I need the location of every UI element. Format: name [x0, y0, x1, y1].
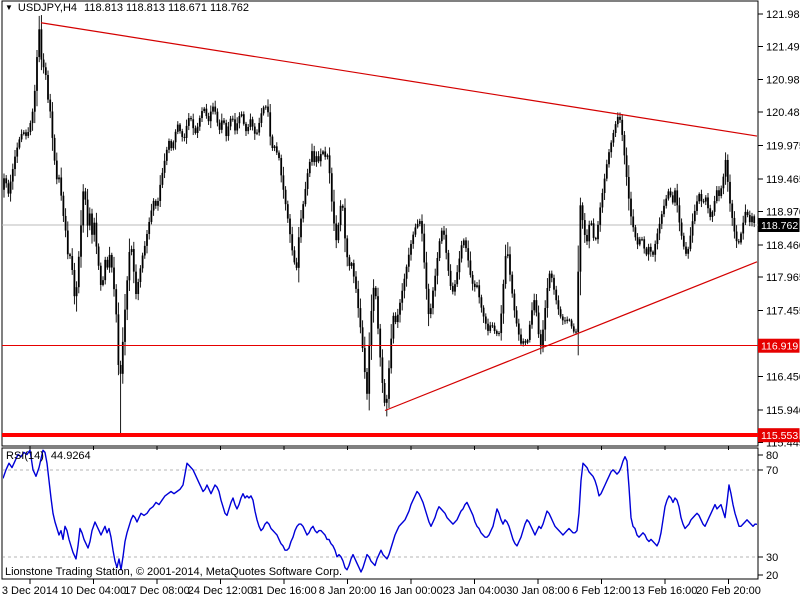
x-axis-label: 3 Dec 2014 — [2, 585, 58, 597]
y-axis-label: 121.985 — [766, 9, 800, 21]
rsi-plot — [3, 449, 757, 573]
y-axis-label: 121.490 — [766, 41, 800, 53]
ascending-trendline[interactable] — [384, 261, 758, 412]
rsi-axis-label: 80 — [766, 450, 778, 462]
descending-trendline[interactable] — [40, 22, 758, 137]
y-axis-label: 118.970 — [766, 206, 800, 218]
y-axis-label: 119.465 — [766, 174, 800, 186]
svg-text:115.553: 115.553 — [761, 430, 798, 442]
x-axis-label: 16 Jan 00:00 — [379, 585, 443, 597]
y-axis-label: 117.455 — [766, 306, 800, 318]
rsi-axis-label: 70 — [766, 465, 778, 477]
y-axis-label: 118.460 — [766, 240, 800, 252]
y-axis-label: 120.980 — [766, 75, 800, 87]
rsi-line — [3, 449, 757, 573]
price-badge-level-115553: 115.553 — [758, 428, 800, 443]
y-axis-label: 119.975 — [766, 141, 800, 153]
rsi-axis-label: 30 — [766, 552, 778, 564]
x-axis-label: 20 Feb 20:00 — [696, 585, 761, 597]
candlestick-series — [3, 15, 756, 435]
price-badge-current: 118.762 — [758, 218, 800, 232]
main-pane-frame — [1, 0, 759, 447]
rsi-axis-label: 20 — [766, 570, 778, 582]
x-axis-label: 17 Dec 08:00 — [124, 585, 189, 597]
x-axis-label: 10 Dec 04:00 — [61, 585, 126, 597]
x-axis-label: 13 Feb 16:00 — [633, 585, 698, 597]
rsi-pane-frame — [1, 447, 759, 580]
price-scale[interactable] — [758, 1, 800, 579]
x-axis-label: 23 Jan 04:00 — [443, 585, 507, 597]
x-axis-label: 30 Jan 08:00 — [506, 585, 570, 597]
y-axis-label: 115.940 — [766, 405, 800, 417]
y-axis-label: 120.485 — [766, 107, 800, 119]
x-axis-label: 6 Feb 12:00 — [572, 585, 631, 597]
svg-text:118.762: 118.762 — [761, 220, 798, 232]
y-axis-label: 117.965 — [766, 272, 800, 284]
x-axis-label: 31 Dec 16:00 — [251, 585, 316, 597]
svg-text:116.919: 116.919 — [761, 341, 798, 353]
x-axis-label: 8 Jan 20:00 — [319, 585, 377, 597]
time-scale[interactable] — [2, 580, 758, 600]
x-axis-label: 24 Dec 12:00 — [188, 585, 253, 597]
price-badge-level-116919: 116.919 — [758, 338, 800, 353]
y-axis-label: 116.450 — [766, 371, 800, 383]
